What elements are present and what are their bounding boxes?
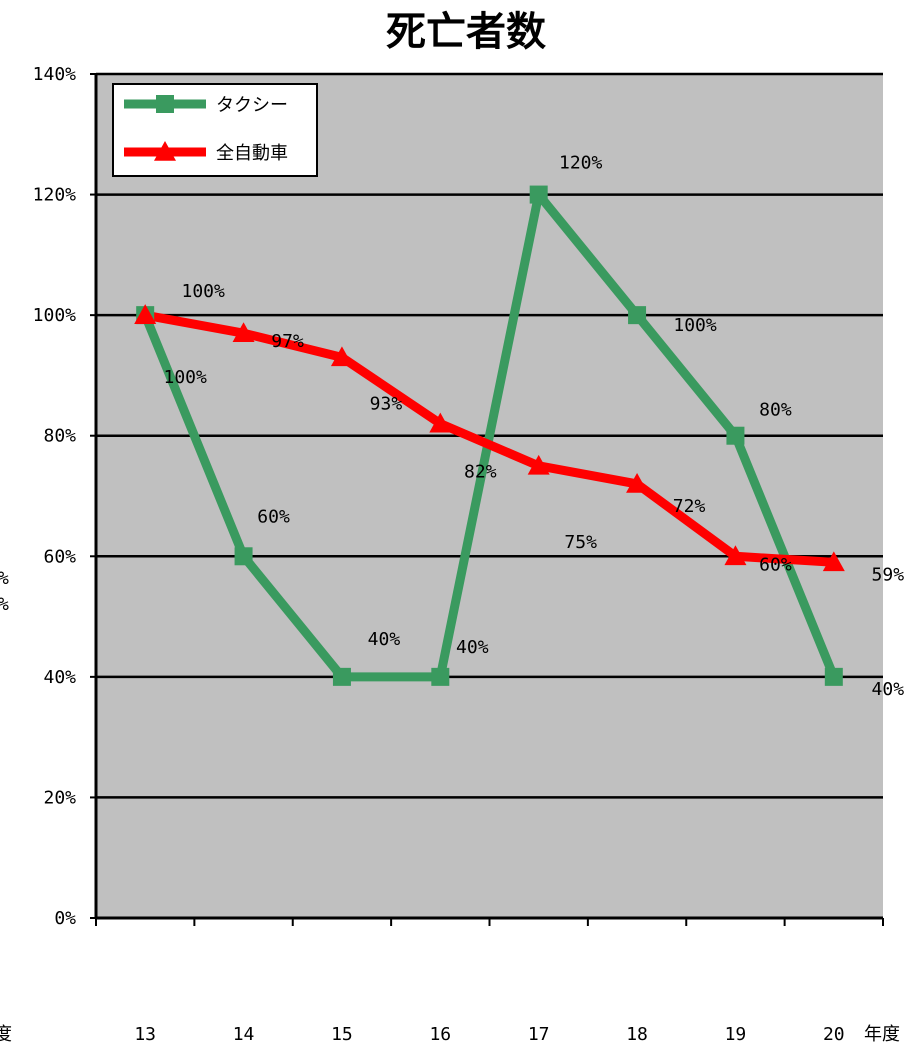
y-tick-label: 40%	[43, 667, 76, 688]
series-1-marker	[529, 185, 548, 204]
series-2-marker	[330, 346, 353, 367]
series-2-marker	[134, 304, 157, 324]
data-label: 97%	[271, 331, 304, 352]
data-label: 100%	[164, 367, 208, 388]
data-label: 80%	[759, 400, 792, 421]
series-2-marker	[527, 454, 550, 475]
chart-title: 死亡者数	[386, 9, 546, 55]
x-tick-label: 19	[725, 1024, 747, 1044]
series-line-1	[141, 190, 838, 682]
legend-box	[112, 83, 318, 177]
data-label: 60%	[759, 554, 792, 575]
series-line-2	[144, 310, 835, 567]
series-1-marker	[726, 426, 745, 445]
series-lines	[141, 190, 838, 682]
x-axis-label: 年度	[864, 1024, 900, 1044]
series-1-marker	[234, 547, 253, 566]
left-edge-fragment-1: %	[0, 568, 9, 589]
x-tick-label: 17	[528, 1024, 550, 1044]
series-2-marker	[429, 412, 452, 433]
data-label: 40%	[872, 679, 905, 700]
y-tick-label: 100%	[33, 305, 77, 326]
data-label: 72%	[673, 496, 706, 517]
left-edge-fragment-3: 度	[0, 1024, 12, 1044]
data-label: 40%	[456, 637, 489, 658]
y-tick-label: 120%	[33, 185, 77, 206]
series-markers	[134, 185, 845, 686]
legend-swatch-marker	[156, 95, 174, 113]
data-label: 120%	[559, 153, 603, 174]
data-label: 100%	[673, 315, 717, 336]
legend-entry-label: タクシー	[216, 95, 288, 116]
gridlines	[96, 72, 883, 799]
series-2-marker	[232, 322, 255, 343]
series-1-marker	[332, 667, 351, 686]
series-2-marker	[626, 472, 649, 493]
y-axis-ticks: 0% 20% 40% 60% 80% 100% 120% 140%	[33, 64, 96, 929]
x-axis-ticks: 13 14 15 16 17 18 19 20	[95, 918, 884, 1044]
x-tick-label: 16	[429, 1024, 451, 1044]
y-tick-label: 20%	[43, 787, 76, 808]
series-1-marker	[628, 306, 647, 325]
x-tick-label: 13	[134, 1024, 156, 1044]
y-tick-label: 0%	[54, 908, 76, 929]
series-1-marker	[824, 667, 843, 686]
data-label: 82%	[464, 462, 497, 483]
data-label: 40%	[368, 629, 401, 650]
series-1-marker	[431, 667, 450, 686]
data-label: 93%	[370, 393, 403, 414]
y-tick-label: 60%	[43, 546, 76, 567]
y-tick-label: 80%	[43, 426, 76, 447]
data-label: 59%	[872, 564, 905, 585]
legend-entry-label: 全自動車	[216, 143, 288, 164]
x-tick-label: 18	[626, 1024, 648, 1044]
data-label: 75%	[564, 532, 597, 553]
series-2-marker	[724, 545, 747, 566]
y-tick-label: 140%	[33, 64, 77, 85]
data-label: 60%	[257, 506, 290, 527]
x-tick-label: 15	[331, 1024, 353, 1044]
data-labels: 100% 60% 40% 40% 120% 100% 80% 40% 100% 97% 93% 82%…	[164, 153, 905, 700]
series-2-marker	[822, 551, 845, 572]
left-edge-fragment-2: %	[0, 594, 9, 615]
legend-swatch-marker	[154, 141, 176, 161]
plot-area	[96, 74, 883, 918]
data-label: 100%	[182, 281, 226, 302]
x-tick-label: 20	[823, 1024, 845, 1044]
x-tick-label: 14	[233, 1024, 255, 1044]
